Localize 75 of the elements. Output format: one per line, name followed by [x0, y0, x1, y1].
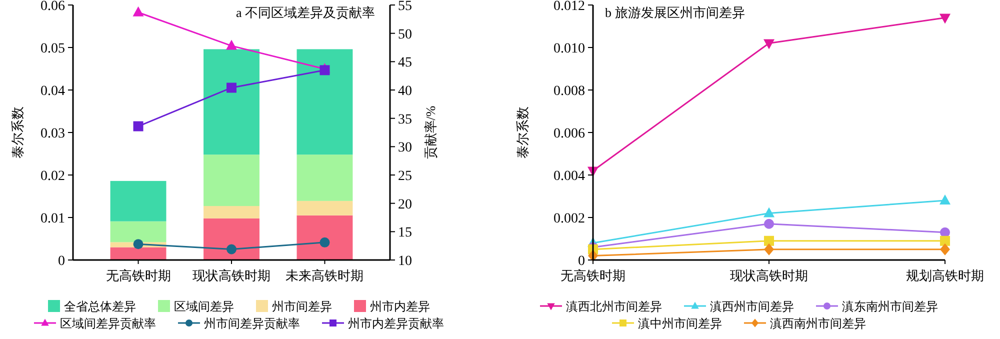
point [940, 194, 950, 204]
bar [110, 247, 166, 260]
y2-tick-label: 40 [398, 84, 412, 99]
x-tick-label: 无高铁时期 [106, 268, 171, 283]
y2-tick-label: 15 [398, 226, 412, 241]
y-tick-label: 0.01 [40, 212, 65, 226]
y-axis-title: 泰尔系数 [10, 106, 25, 158]
y-tick-label: 0.004 [554, 169, 585, 184]
point [940, 227, 950, 238]
y2-tick-label: 30 [398, 140, 412, 156]
point [226, 82, 236, 93]
bar [110, 180, 166, 222]
bar [296, 154, 353, 201]
point [940, 14, 950, 24]
bar [296, 200, 353, 216]
point [133, 239, 144, 250]
chart-title: b 旅游发展区州市间差异 [605, 5, 745, 20]
legend-label: 州市内差异 [370, 300, 430, 314]
y2-tick-label: 20 [398, 197, 412, 212]
bar [204, 206, 260, 218]
legend-label: 滇西南州市间差异 [770, 316, 866, 330]
x-tick-label: 未来高铁时期 [286, 268, 364, 283]
legend-label: 州市内差异贡献率 [348, 316, 444, 330]
y-tick-label: 0.006 [554, 126, 585, 142]
y-tick-label: 0.008 [554, 84, 585, 99]
y2-tick-label: 55 [398, 0, 412, 14]
y-tick-label: 0.002 [554, 212, 585, 226]
legend-label: 州市间差异贡献率 [204, 316, 300, 330]
point [940, 236, 950, 246]
bar [204, 154, 260, 206]
bar [110, 221, 166, 242]
bar [296, 49, 353, 155]
point [764, 236, 774, 246]
x-tick-label: 规划高铁时期 [906, 268, 984, 283]
y-tick-label: 0 [58, 254, 65, 269]
bar [204, 49, 260, 155]
y2-tick-label: 10 [398, 254, 412, 269]
y-axis-title: 泰尔系数 [515, 106, 530, 158]
bar [204, 218, 260, 260]
x-tick-label: 现状高铁时期 [192, 268, 270, 283]
bar [296, 215, 353, 260]
legend-label: 滇西州市间差异 [710, 300, 794, 314]
point [133, 121, 144, 132]
point [226, 40, 237, 50]
y2-tick-label: 25 [398, 169, 412, 184]
legend-label: 滇西北州市间差异 [566, 300, 662, 314]
legend-label: 滇中州市间差异 [638, 316, 722, 330]
chart-title: a 不同区域差异及贡献率 [236, 5, 375, 20]
y-tick-label: 0.05 [40, 42, 65, 56]
point [764, 243, 774, 256]
y-tick-label: 0.02 [40, 169, 65, 184]
legend-label: 全省总体差异 [64, 300, 136, 314]
point [226, 244, 236, 254]
y-tick-label: 0.012 [554, 0, 585, 14]
y2-axis-title: 贡献率/% [423, 106, 438, 160]
point [320, 237, 330, 248]
y-tick-label: 0.06 [40, 0, 65, 14]
y-tick-label: 0 [578, 254, 585, 269]
point [132, 6, 144, 16]
legend-label: 区域间差异 [174, 300, 234, 314]
y-tick-label: 0.04 [40, 84, 65, 99]
y2-tick-label: 45 [398, 56, 412, 71]
y2-tick-label: 35 [398, 112, 412, 128]
y-tick-label: 0.03 [40, 126, 65, 142]
point [764, 39, 774, 50]
legend-label: 滇东南州市间差异 [842, 300, 938, 314]
point [764, 207, 774, 218]
legend-label: 州市间差异 [272, 300, 332, 314]
x-tick-label: 现状高铁时期 [730, 268, 808, 283]
point [764, 218, 774, 229]
x-tick-label: 无高铁时期 [560, 268, 626, 283]
y2-tick-label: 50 [398, 27, 412, 42]
legend-label: 区域间差异贡献率 [60, 316, 156, 330]
y-tick-label: 0.010 [554, 42, 585, 56]
point [940, 243, 950, 256]
